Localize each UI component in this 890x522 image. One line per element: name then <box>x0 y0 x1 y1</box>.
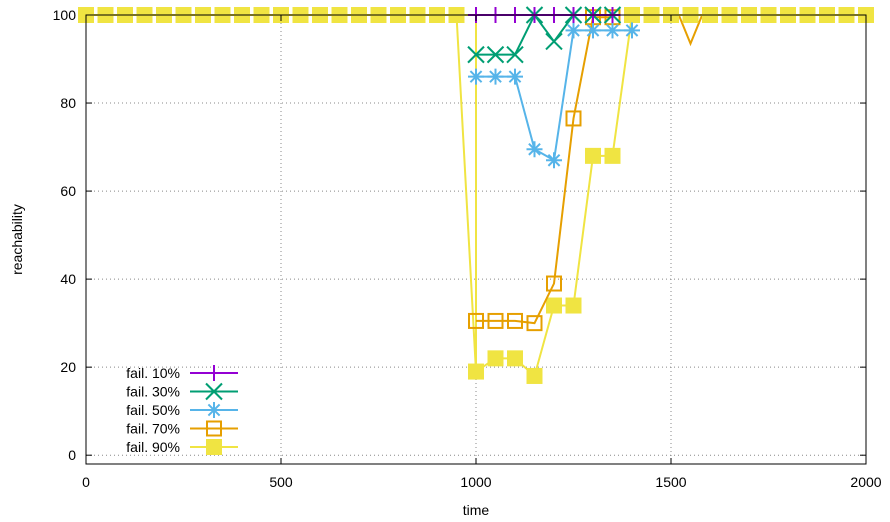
data-point <box>546 275 562 292</box>
data-point <box>585 22 601 39</box>
data-point <box>468 363 484 380</box>
data-point <box>604 147 621 164</box>
legend-label: fail. 70% <box>126 421 180 437</box>
data-point <box>486 45 505 64</box>
data-point <box>604 22 621 39</box>
data-point <box>585 147 601 164</box>
y-tick-label: 80 <box>60 95 76 111</box>
data-point <box>206 365 222 381</box>
data-point <box>546 297 562 314</box>
y-tick-label: 100 <box>53 7 77 23</box>
data-point <box>487 68 504 85</box>
data-point <box>487 312 504 329</box>
x-tick-label: 1500 <box>655 474 686 490</box>
x-tick-label: 0 <box>82 474 90 490</box>
y-tick-label: 40 <box>60 271 76 287</box>
y-tick-label: 20 <box>60 359 76 375</box>
y-tick-label: 0 <box>68 447 76 463</box>
legend-item: fail. 70% <box>126 420 238 437</box>
data-point <box>507 312 523 329</box>
legend-item: fail. 10% <box>126 365 238 381</box>
data-point <box>565 22 582 39</box>
legend-item: fail. 50% <box>126 402 238 418</box>
data-point <box>468 312 484 329</box>
data-point <box>506 45 524 64</box>
legend-label: fail. 90% <box>126 439 180 455</box>
data-point <box>206 420 222 437</box>
x-tick-label: 2000 <box>850 474 881 490</box>
data-point <box>487 350 504 367</box>
data-point <box>206 439 222 455</box>
x-tick-label: 1000 <box>460 474 491 490</box>
y-axis-label: reachability <box>9 204 25 275</box>
x-axis-label: time <box>463 502 490 518</box>
data-point <box>206 402 222 418</box>
legend-item: fail. 90% <box>126 439 238 455</box>
legend: fail. 10% fail. 30% fail. 50% fail. 70% fail… <box>126 365 238 455</box>
legend-label: fail. 10% <box>126 365 180 381</box>
data-point <box>526 141 543 158</box>
data-point <box>565 110 582 127</box>
data-point <box>545 32 563 51</box>
data-point <box>507 68 523 85</box>
data-point <box>468 68 484 85</box>
legend-label: fail. 30% <box>126 384 180 400</box>
data-point <box>546 152 562 169</box>
series-line <box>677 14 704 47</box>
data-point <box>467 45 485 64</box>
data-point <box>526 315 543 332</box>
series-layer <box>78 6 874 384</box>
axis-ticks: 0 500 1000 1500 2000 0 20 40 60 80 100 <box>53 7 882 490</box>
series-fail-50- <box>468 22 640 169</box>
series-line <box>86 14 477 372</box>
data-point <box>507 350 523 367</box>
y-tick-label: 60 <box>60 183 76 199</box>
x-tick-label: 500 <box>269 474 293 490</box>
data-point <box>624 22 640 39</box>
data-point <box>205 382 223 401</box>
legend-label: fail. 50% <box>126 402 180 418</box>
data-point <box>526 367 543 384</box>
data-point <box>565 297 582 314</box>
legend-item: fail. 30% <box>126 382 238 401</box>
